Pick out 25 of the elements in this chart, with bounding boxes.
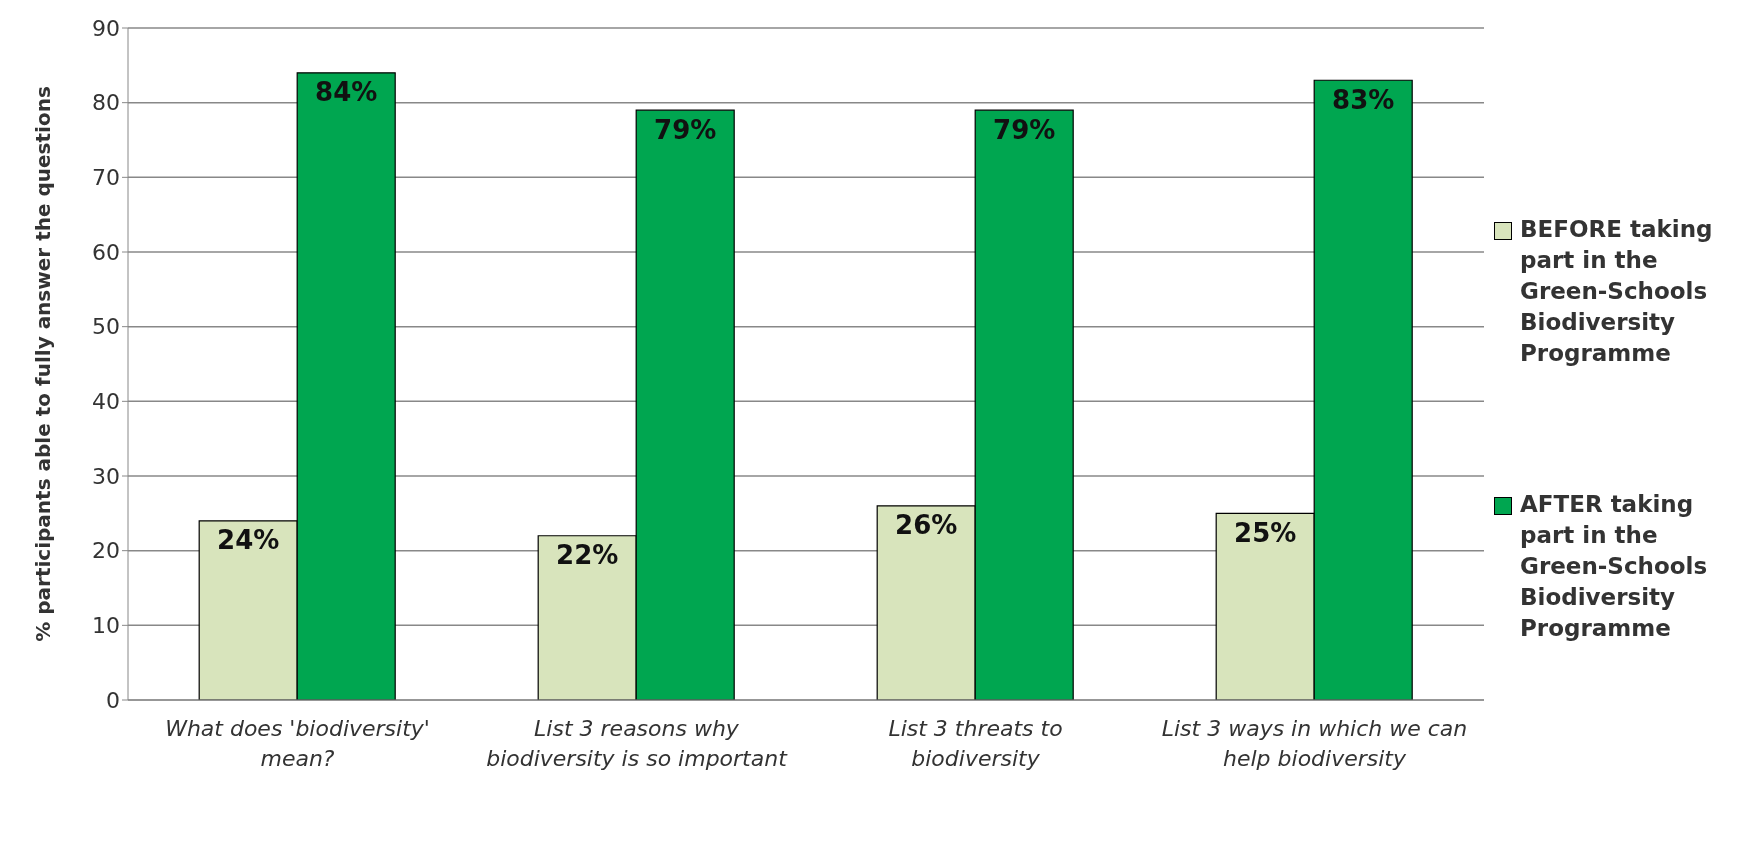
data-label: 25% [1234, 517, 1297, 548]
y-tick-label: 70 [92, 165, 120, 191]
data-label: 83% [1332, 84, 1395, 115]
y-tick-label: 20 [92, 538, 120, 564]
data-label: 22% [556, 540, 619, 571]
data-label: 26% [895, 510, 958, 541]
y-tick-label: 80 [92, 90, 120, 116]
data-label: 79% [993, 114, 1056, 145]
y-tick-label: 60 [92, 239, 120, 265]
x-tick-label: List 3 ways in which we can help biodiversity [1161, 716, 1468, 771]
y-tick-label: 50 [92, 314, 120, 340]
y-axis-title: % participants able to fully answer the questions [31, 86, 56, 642]
data-label: 79% [654, 114, 717, 145]
legend-label: BEFORE taking part in the Green-Schools Biodiversity Programme [1520, 215, 1714, 368]
x-tick-label: List 3 reasons why biodiversity is so important [486, 716, 789, 771]
y-tick-label: 40 [92, 389, 120, 415]
y-tick-label: 90 [92, 15, 120, 41]
x-tick-label: What does 'biodiversity' mean? [165, 716, 430, 771]
x-tick-label: List 3 threats to biodiversity [888, 716, 1063, 771]
data-label: 84% [315, 77, 378, 108]
legend-label: AFTER taking part in the Green-Schools Biodiversity Programme [1520, 490, 1709, 643]
y-tick-label: 10 [92, 613, 120, 639]
y-tick-label: 0 [106, 687, 120, 713]
y-tick-label: 30 [92, 463, 120, 489]
data-label: 24% [217, 525, 280, 556]
